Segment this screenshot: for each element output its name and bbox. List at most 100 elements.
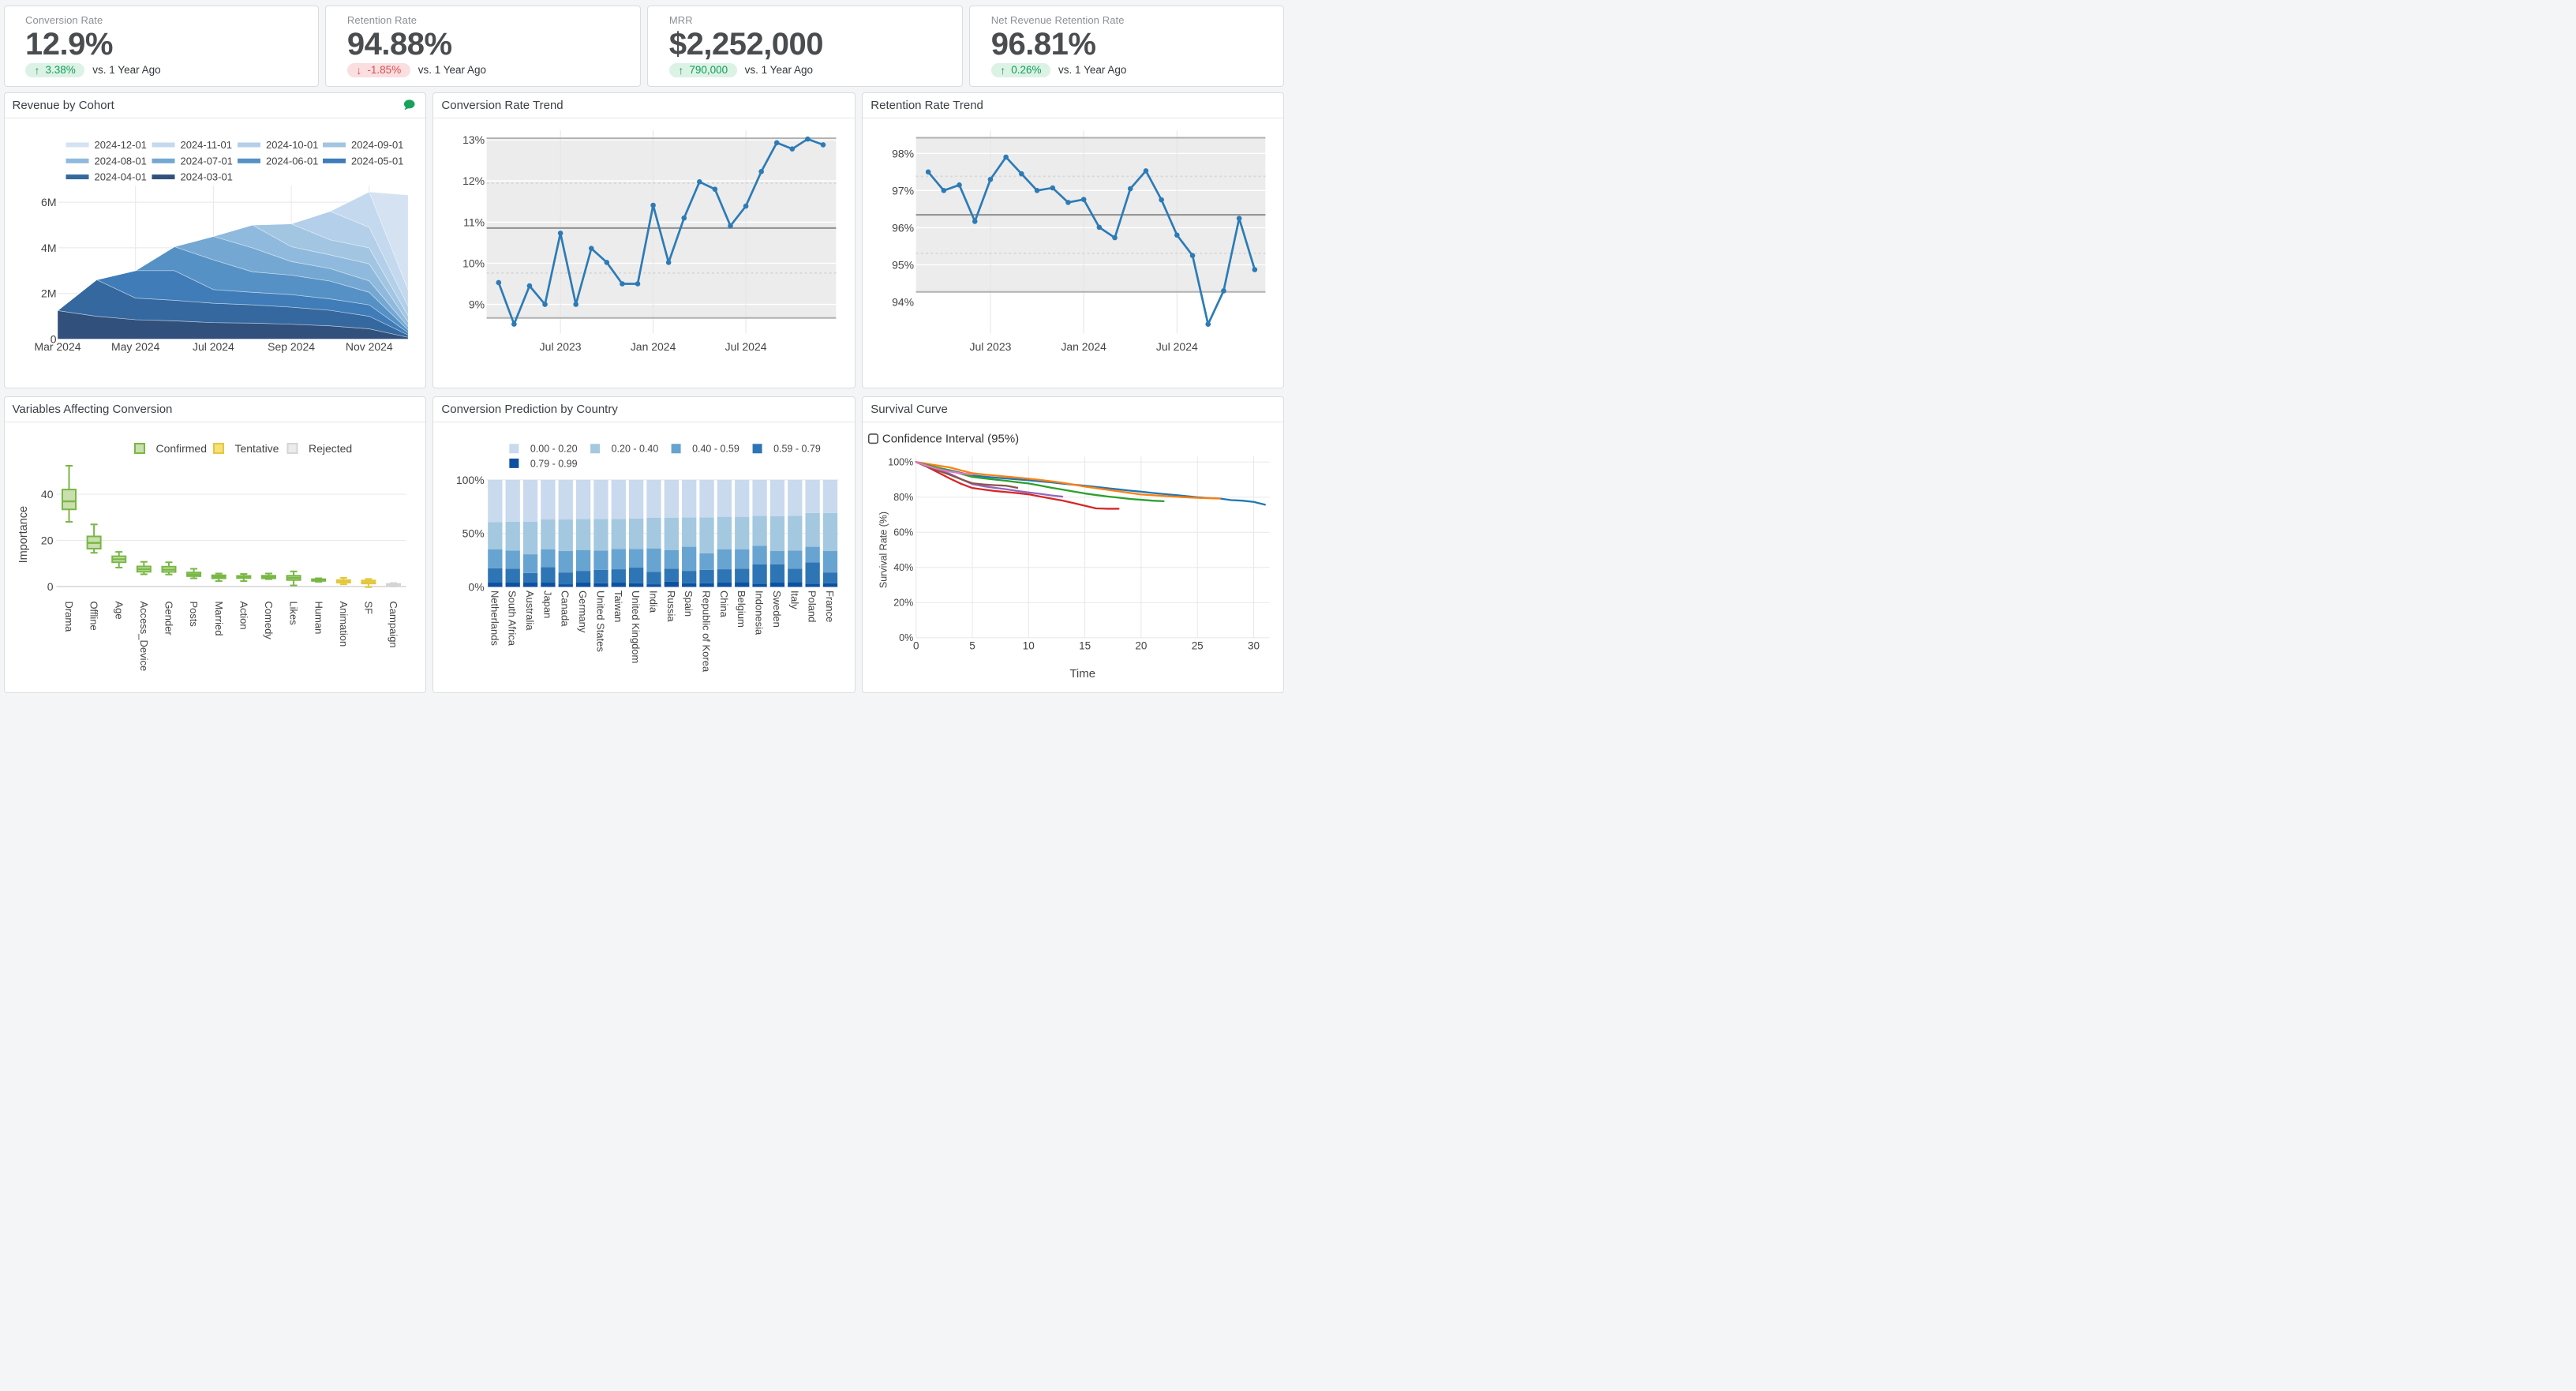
- svg-text:Japan: Japan: [542, 591, 554, 618]
- svg-text:Gender: Gender: [163, 601, 174, 636]
- svg-text:Rejected: Rejected: [308, 442, 351, 455]
- svg-text:80%: 80%: [893, 492, 913, 503]
- svg-text:11%: 11%: [464, 216, 485, 228]
- svg-text:Age: Age: [113, 601, 125, 619]
- svg-text:Jul 2024: Jul 2024: [725, 340, 767, 353]
- svg-text:SF: SF: [362, 601, 374, 614]
- svg-text:95%: 95%: [892, 258, 914, 271]
- svg-text:12%: 12%: [462, 174, 485, 187]
- svg-text:Survival Rate (%): Survival Rate (%): [878, 512, 889, 588]
- svg-text:0%: 0%: [469, 580, 485, 593]
- svg-text:2024-08-01: 2024-08-01: [94, 155, 146, 167]
- svg-text:May 2024: May 2024: [110, 340, 159, 353]
- svg-text:Nov 2024: Nov 2024: [345, 340, 392, 353]
- svg-text:Canada: Canada: [560, 591, 571, 627]
- svg-text:Offline: Offline: [88, 601, 99, 630]
- svg-text:Importance: Importance: [17, 506, 29, 563]
- svg-text:Confirmed: Confirmed: [155, 442, 207, 455]
- svg-text:Animation: Animation: [337, 601, 349, 647]
- svg-text:2024-07-01: 2024-07-01: [180, 155, 232, 167]
- svg-text:40%: 40%: [893, 562, 913, 573]
- svg-text:Belgium: Belgium: [736, 591, 748, 628]
- svg-text:100%: 100%: [456, 474, 485, 486]
- svg-text:Time: Time: [1070, 667, 1096, 681]
- svg-text:2024-10-01: 2024-10-01: [265, 139, 317, 151]
- svg-text:97%: 97%: [892, 184, 914, 197]
- svg-text:100%: 100%: [889, 457, 914, 468]
- svg-text:9%: 9%: [469, 298, 485, 311]
- svg-text:Taiwan: Taiwan: [612, 591, 624, 622]
- svg-text:2024-04-01: 2024-04-01: [94, 171, 146, 183]
- svg-text:25: 25: [1192, 640, 1204, 652]
- svg-text:Spain: Spain: [683, 591, 695, 617]
- svg-text:Republic of Korea: Republic of Korea: [701, 591, 713, 673]
- svg-text:Drama: Drama: [63, 601, 75, 632]
- svg-text:0: 0: [50, 332, 56, 345]
- svg-text:Sweden: Sweden: [771, 591, 783, 628]
- svg-text:0.20 - 0.40: 0.20 - 0.40: [612, 444, 659, 455]
- svg-text:4M: 4M: [41, 242, 56, 254]
- svg-text:20: 20: [1136, 640, 1148, 652]
- svg-text:0.00 - 0.20: 0.00 - 0.20: [530, 444, 578, 455]
- svg-text:2024-05-01: 2024-05-01: [350, 155, 402, 167]
- svg-text:France: France: [824, 591, 836, 622]
- svg-text:98%: 98%: [892, 147, 914, 159]
- svg-text:0: 0: [913, 640, 919, 652]
- svg-text:Posts: Posts: [188, 601, 200, 627]
- svg-text:Sep 2024: Sep 2024: [268, 340, 315, 353]
- svg-text:Likes: Likes: [287, 601, 299, 625]
- svg-text:Poland: Poland: [807, 591, 818, 622]
- svg-text:20%: 20%: [893, 598, 913, 609]
- svg-text:0.40 - 0.59: 0.40 - 0.59: [692, 444, 739, 455]
- svg-text:2024-06-01: 2024-06-01: [265, 155, 317, 167]
- svg-text:0.79 - 0.99: 0.79 - 0.99: [530, 458, 578, 469]
- svg-text:Human: Human: [313, 601, 324, 634]
- svg-text:Action: Action: [238, 601, 249, 629]
- svg-text:10: 10: [1023, 640, 1035, 652]
- svg-text:Mar 2024: Mar 2024: [34, 340, 80, 353]
- svg-text:96%: 96%: [892, 221, 914, 234]
- svg-text:Germany: Germany: [577, 591, 589, 633]
- svg-text:40: 40: [40, 488, 53, 501]
- svg-text:Comedy: Comedy: [263, 601, 275, 639]
- svg-text:Russia: Russia: [665, 591, 677, 622]
- svg-text:Jul 2024: Jul 2024: [192, 340, 234, 353]
- svg-text:Jan 2024: Jan 2024: [1061, 340, 1107, 353]
- svg-text:Confidence Interval (95%): Confidence Interval (95%): [882, 433, 1019, 446]
- svg-text:2024-09-01: 2024-09-01: [350, 139, 402, 151]
- svg-text:United Kingdom: United Kingdom: [631, 591, 642, 663]
- svg-text:Married: Married: [212, 601, 224, 636]
- svg-text:50%: 50%: [462, 527, 485, 540]
- svg-text:13%: 13%: [462, 133, 485, 146]
- svg-text:South Africa: South Africa: [507, 591, 519, 647]
- svg-text:China: China: [718, 591, 730, 618]
- svg-text:India: India: [648, 591, 660, 613]
- svg-text:6M: 6M: [41, 196, 56, 208]
- svg-text:0: 0: [47, 580, 53, 593]
- svg-text:United States: United States: [595, 591, 607, 652]
- svg-text:2024-12-01: 2024-12-01: [94, 139, 146, 151]
- svg-text:2M: 2M: [41, 287, 56, 300]
- svg-text:Jul 2023: Jul 2023: [970, 340, 1012, 353]
- svg-text:Italy: Italy: [789, 591, 801, 609]
- svg-text:Jul 2024: Jul 2024: [1156, 340, 1198, 353]
- svg-text:30: 30: [1248, 640, 1260, 652]
- svg-text:60%: 60%: [893, 527, 913, 538]
- svg-text:15: 15: [1079, 640, 1091, 652]
- svg-text:20: 20: [40, 534, 53, 546]
- svg-text:10%: 10%: [462, 257, 485, 269]
- svg-text:Campaign: Campaign: [388, 601, 399, 647]
- svg-text:Jul 2023: Jul 2023: [540, 340, 582, 353]
- svg-text:5: 5: [970, 640, 976, 652]
- svg-text:Netherlands: Netherlands: [489, 591, 501, 647]
- svg-text:94%: 94%: [892, 295, 914, 308]
- svg-text:2024-11-01: 2024-11-01: [180, 139, 231, 151]
- svg-text:0.59 - 0.79: 0.59 - 0.79: [773, 444, 821, 455]
- svg-text:Jan 2024: Jan 2024: [631, 340, 676, 353]
- svg-text:2024-03-01: 2024-03-01: [180, 171, 232, 183]
- svg-text:Australia: Australia: [524, 591, 536, 631]
- svg-text:0%: 0%: [899, 632, 913, 643]
- svg-text:Indonesia: Indonesia: [754, 591, 766, 636]
- svg-text:Tentative: Tentative: [234, 442, 279, 455]
- svg-text:Access_Device: Access_Device: [137, 601, 149, 671]
